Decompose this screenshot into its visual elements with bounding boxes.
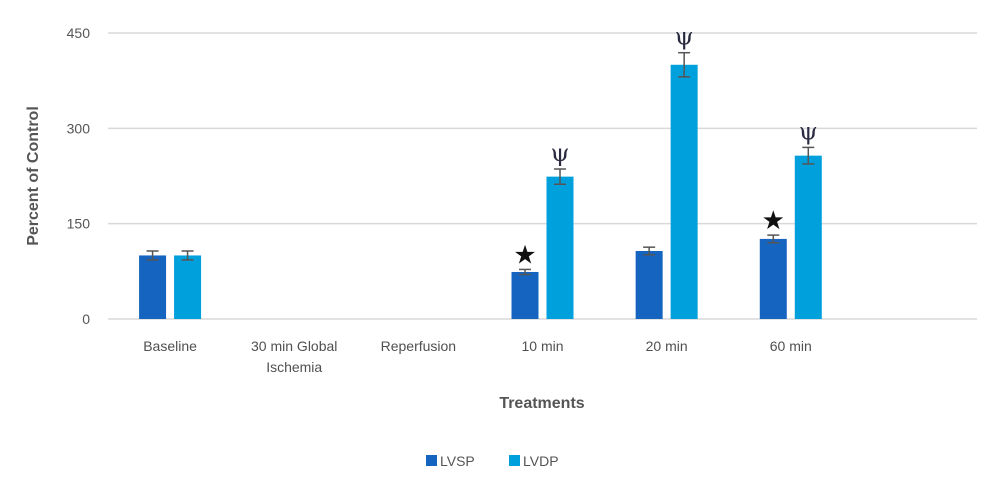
legend-label: LVSP — [440, 453, 475, 469]
error-bars — [146, 51, 815, 276]
x-category-label: 10 min — [521, 338, 563, 354]
significance-psi: ψ — [551, 139, 570, 167]
error-bar — [767, 234, 780, 244]
y-tick-label: 150 — [67, 216, 91, 232]
legend-swatch — [426, 455, 437, 466]
legend-item-lvdp: LVDP — [509, 453, 559, 469]
x-axis-category-labels: Baseline 30 min Global Ischemia Reperfusion… — [143, 338, 812, 375]
bar-lvsp — [759, 238, 787, 319]
error-bar — [802, 146, 815, 165]
legend-label: LVDP — [523, 453, 559, 469]
x-category-label: Baseline — [143, 338, 197, 354]
significance-star: ★ — [762, 206, 785, 236]
error-bar — [678, 51, 691, 78]
significance-star: ★ — [513, 240, 536, 270]
bar-lvdp — [670, 64, 698, 320]
significance-psi: ψ — [675, 23, 694, 51]
bar-lvsp — [511, 271, 539, 319]
legend-swatch — [509, 455, 520, 466]
x-category-label: 20 min — [646, 338, 688, 354]
y-tick-label: 0 — [82, 311, 90, 327]
significance-annotations: ★ ★ ψ ψ ψ — [513, 23, 817, 271]
significance-psi: ψ — [799, 117, 818, 145]
y-axis-ticks: 0 150 300 450 — [67, 25, 91, 327]
bar-lvdp — [794, 155, 822, 319]
error-bar — [519, 268, 531, 276]
bar-lvdp — [174, 255, 202, 319]
error-bar — [181, 250, 194, 261]
error-bar — [146, 250, 159, 261]
bar-lvdp — [546, 176, 574, 319]
bars — [139, 64, 822, 320]
x-category-label: 30 min Global — [251, 338, 337, 354]
x-category-label: Ischemia — [266, 359, 322, 375]
error-bar — [554, 168, 566, 186]
gridlines — [108, 32, 977, 320]
x-axis-title: Treatments — [499, 395, 584, 412]
x-category-label: Reperfusion — [381, 338, 457, 354]
y-tick-label: 300 — [67, 120, 91, 136]
y-tick-label: 450 — [67, 25, 91, 41]
legend-item-lvsp: LVSP — [426, 453, 475, 469]
legend: LVSP LVDP — [426, 453, 559, 469]
bar-lvsp — [635, 250, 663, 319]
bar-lvsp — [139, 255, 167, 319]
x-category-label: 60 min — [770, 338, 812, 354]
error-bar — [643, 246, 656, 256]
y-axis-title: Percent of Control — [25, 106, 42, 246]
